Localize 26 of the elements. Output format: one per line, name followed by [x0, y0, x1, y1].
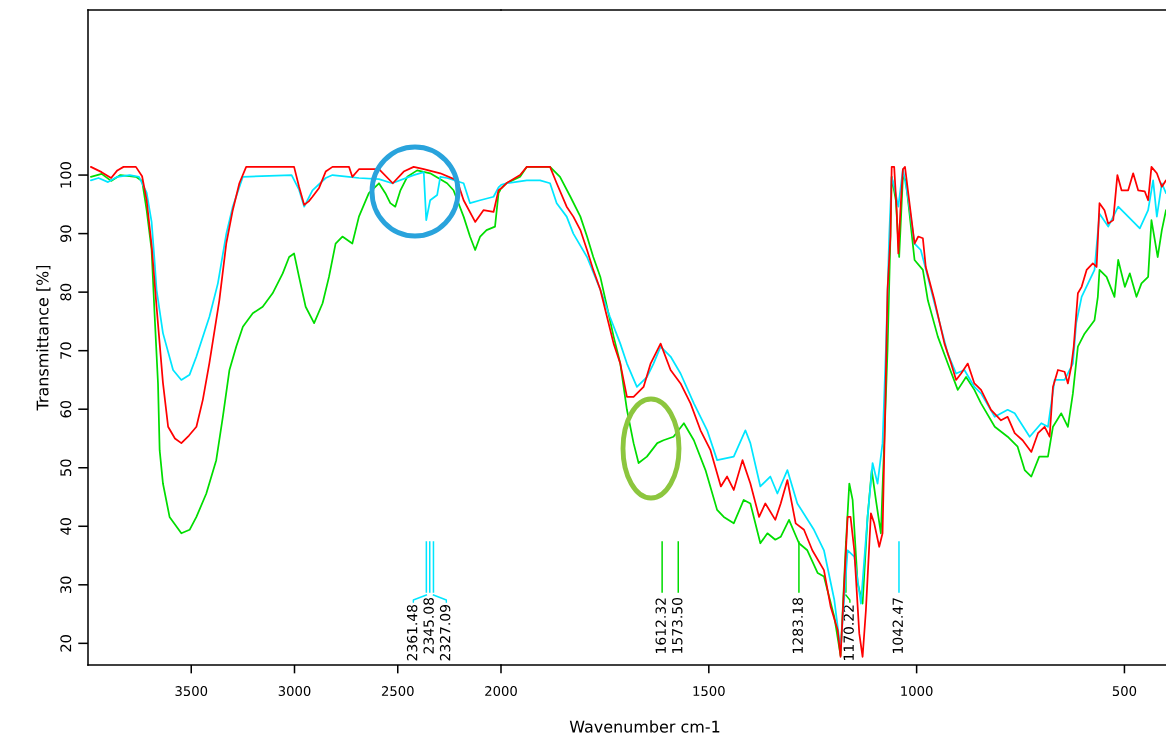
ref-line-label: 2345.08	[423, 597, 434, 654]
ref-line-label: 1170.22	[843, 605, 854, 660]
y-tick-label: 70	[60, 342, 72, 359]
ref-line-label: 2327.09	[439, 604, 451, 661]
legend-label: 2361.48	[406, 604, 418, 661]
x-axis-title: Wavenumber cm-1	[569, 720, 720, 733]
x-tick-label: 3500	[175, 686, 208, 697]
x-tick-label: 1500	[693, 686, 725, 697]
x-tick-label: 1000	[901, 686, 933, 697]
y-axis-title: Transmittance [%]	[36, 265, 51, 411]
y-tick-label: 30	[60, 576, 72, 593]
x-tick-label: 2000	[485, 686, 517, 697]
y-tick-label: 90	[60, 225, 72, 242]
ref-line-label: 1042.47	[892, 598, 903, 653]
x-tick-label: 2500	[381, 686, 414, 697]
y-tick-label: 60	[60, 400, 72, 418]
x-tick-label: 3000	[278, 686, 311, 697]
y-tick-label: 80	[60, 283, 72, 301]
ref-line-label: 1612.32	[655, 598, 666, 653]
y-tick-label: 50	[60, 459, 72, 476]
ref-line-label: 1283.18	[792, 597, 803, 653]
y-tick-label: 100	[60, 162, 72, 188]
y-tick-label: 20	[60, 635, 72, 652]
y-tick-label: 40	[60, 517, 72, 535]
ref-line-label: 1573.50	[671, 597, 683, 653]
x-tick-label: 500	[1112, 686, 1137, 697]
